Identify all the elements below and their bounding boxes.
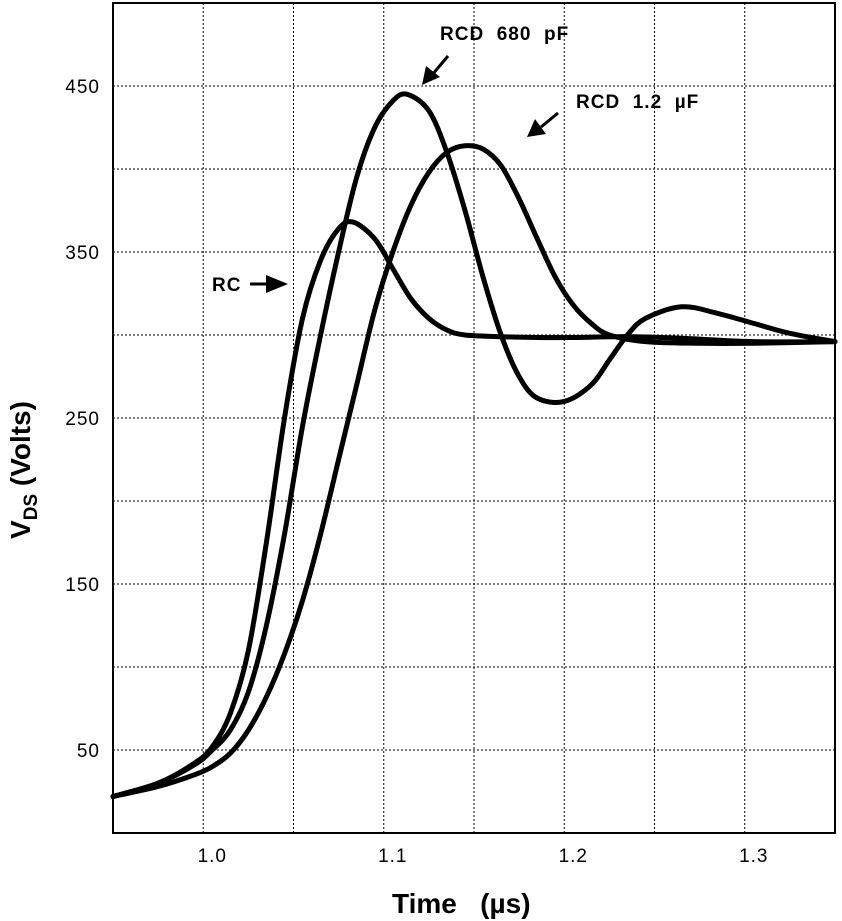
x-tick-label: 1.0 — [198, 846, 227, 867]
y-tick-label: 250 — [65, 409, 100, 430]
y-tick-label: 50 — [77, 741, 100, 762]
annotation-rcd-680pf-label: RCD 680 pF — [440, 24, 569, 45]
y-axis-title: VDS (Volts) — [5, 401, 42, 539]
arrow-icon — [430, 55, 450, 76]
annotation-rcd-1-2uf: RCD 1.2 µF — [527, 92, 699, 137]
annotation-rcd-680pf: RCD 680 pF — [422, 24, 569, 85]
grid-lines — [113, 3, 835, 833]
series-line-0 — [110, 219, 838, 799]
y-axis-title-main: V — [5, 520, 36, 539]
x-tick-label: 1.1 — [378, 846, 407, 867]
arrow-icon — [540, 111, 559, 129]
annotation-rc-label: RC — [212, 275, 241, 296]
x-tick-label: 1.3 — [739, 846, 768, 867]
y-axis-title-rest: (Volts) — [5, 401, 36, 494]
y-tick-label: 150 — [65, 575, 100, 596]
x-tick-label: 1.2 — [559, 846, 588, 867]
svg-text:VDS (Volts): VDS (Volts) — [5, 401, 42, 539]
series-line-2 — [110, 143, 838, 799]
y-tick-label: 450 — [65, 77, 100, 98]
arrowhead-icon — [527, 119, 546, 137]
annotation-rc: RC — [212, 275, 288, 296]
plot-frame — [112, 2, 836, 834]
x-tick-labels: 1.0 1.1 1.2 1.3 — [198, 846, 768, 867]
y-tick-labels: 50 150 250 350 450 — [65, 77, 100, 762]
annotation-rcd-1-2uf-label: RCD 1.2 µF — [576, 92, 699, 113]
y-axis-title-subscript: DS — [21, 494, 42, 520]
series-lines — [110, 91, 838, 799]
series-line-1 — [110, 91, 838, 799]
x-axis-title: Time (µs) — [392, 888, 531, 919]
y-tick-label: 350 — [65, 243, 100, 264]
arrowhead-icon — [266, 275, 288, 293]
arrowhead-icon — [422, 66, 440, 85]
